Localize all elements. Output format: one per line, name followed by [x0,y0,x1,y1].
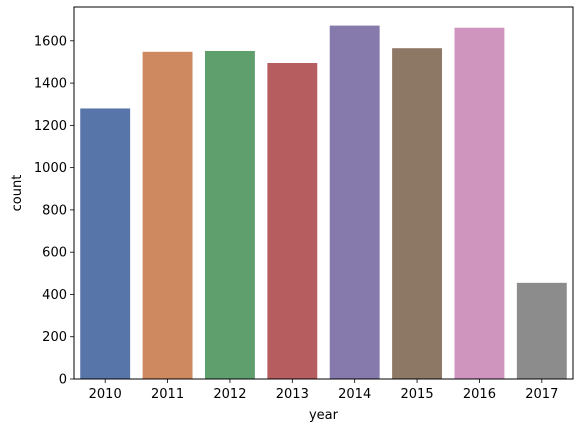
bar-2014 [329,25,380,379]
y-axis-label: count [10,175,25,212]
x-tick-label: 2012 [213,387,246,402]
x-tick-label: 2017 [525,387,558,402]
y-tick-label: 1600 [34,34,67,49]
y-tick-label: 1200 [34,119,67,134]
bar-2016 [454,27,505,380]
bar-2013 [267,63,318,380]
x-tick-label: 2016 [463,387,496,402]
y-tick-label: 1400 [34,77,67,92]
x-tick-group: 2010 2011 2012 2013 2014 2015 2016 2017 [89,379,558,402]
bar-2015 [392,48,443,379]
bar-2011 [142,51,193,380]
y-tick-label: 600 [42,246,67,261]
bar-2012 [204,50,255,380]
y-tick-group: 0 200 400 600 800 1000 1200 1400 1600 [34,34,74,388]
x-tick-label: 2014 [338,387,371,402]
y-tick-label: 400 [42,288,67,303]
bar-2010 [80,108,131,380]
bar-2017 [516,282,567,379]
x-tick-label: 2015 [401,387,434,402]
x-axis-label: year [309,408,339,423]
x-tick-label: 2010 [89,387,122,402]
x-tick-label: 2011 [151,387,184,402]
y-tick-label: 1000 [34,161,67,176]
y-tick-label: 0 [59,373,67,388]
y-tick-label: 800 [42,203,67,218]
bar-group [80,25,567,380]
plot-frame [73,6,574,380]
x-tick-label: 2013 [276,387,309,402]
y-tick-label: 200 [42,330,67,345]
